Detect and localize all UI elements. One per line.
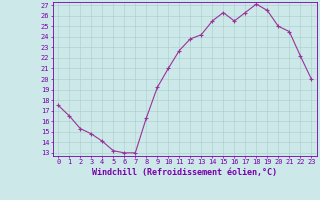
X-axis label: Windchill (Refroidissement éolien,°C): Windchill (Refroidissement éolien,°C) xyxy=(92,168,277,177)
